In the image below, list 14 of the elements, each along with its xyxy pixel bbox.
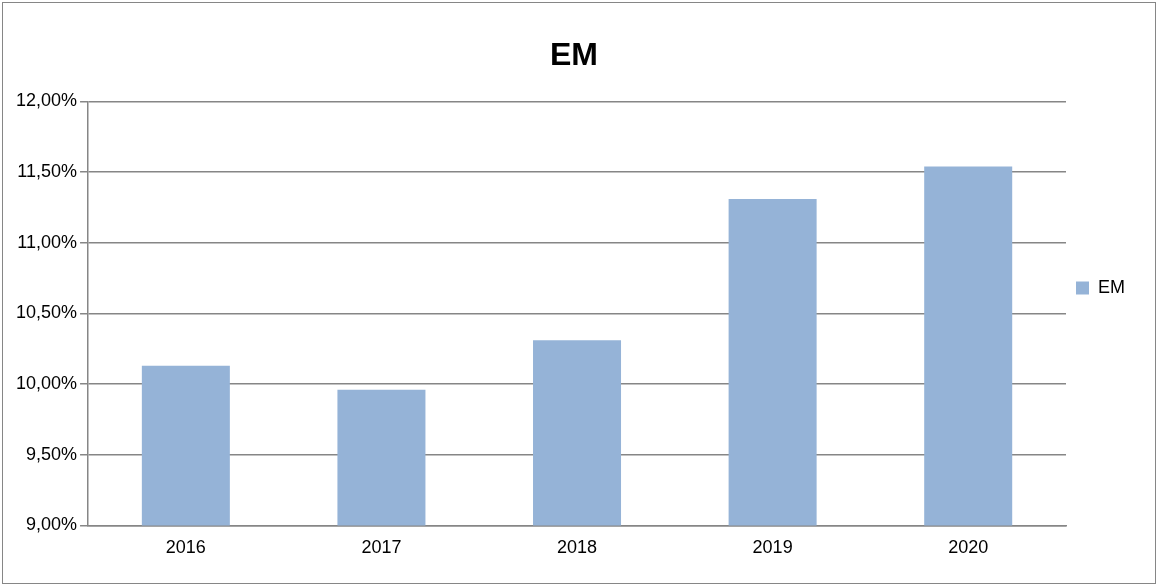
y-tick-label: 10,00%: [15, 373, 78, 394]
y-tick-label: 11,00%: [17, 231, 78, 252]
x-tick-label: 2016: [165, 537, 206, 558]
y-tick-label: 9,00%: [26, 514, 78, 535]
legend-label: EM: [1098, 276, 1125, 297]
chart-title: EM: [550, 36, 598, 73]
x-tick-label: 2019: [752, 537, 793, 558]
y-tick-label: 11,50%: [17, 161, 78, 182]
y-tick-label: 9,50%: [26, 443, 78, 464]
y-tick-label: 12,00%: [15, 90, 78, 111]
x-tick-label: 2020: [948, 537, 989, 558]
x-tick-label: 2017: [361, 537, 402, 558]
x-tick-label: 2018: [557, 537, 598, 558]
y-tick-label: 10,50%: [15, 302, 78, 323]
